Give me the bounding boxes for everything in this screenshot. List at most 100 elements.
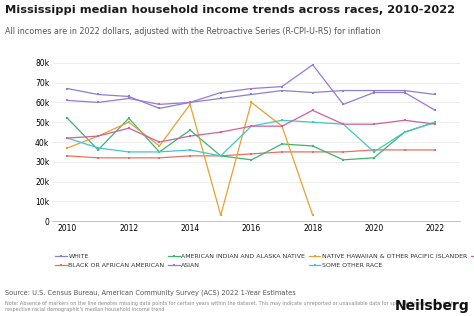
AMERICAN INDIAN AND ALASKA NATIVE [279, 142, 285, 146]
BLACK OR AFRICAN AMERICAN [279, 150, 285, 154]
MULTIRACIAL [126, 126, 132, 130]
Legend: WHITE, BLACK OR AFRICAN AMERICAN, AMERICAN INDIAN AND ALASKA NATIVE, ASIAN, NATI: WHITE, BLACK OR AFRICAN AMERICAN, AMERIC… [55, 254, 474, 268]
SOME OTHER RACE [156, 150, 162, 154]
MULTIRACIAL [156, 140, 162, 144]
BLACK OR AFRICAN AMERICAN [248, 152, 254, 156]
ASIAN [402, 91, 408, 94]
MULTIRACIAL [340, 122, 346, 126]
NATIVE HAWAIIAN & OTHER PACIFIC ISLANDER [126, 120, 132, 124]
Text: Source: U.S. Census Bureau, American Community Survey (ACS) 2022 1-Year Estimate: Source: U.S. Census Bureau, American Com… [5, 289, 295, 296]
BLACK OR AFRICAN AMERICAN [95, 156, 101, 160]
ASIAN [340, 102, 346, 106]
WHITE [371, 89, 377, 93]
Line: AMERICAN INDIAN AND ALASKA NATIVE: AMERICAN INDIAN AND ALASKA NATIVE [66, 117, 437, 161]
Line: SOME OTHER RACE: SOME OTHER RACE [66, 119, 437, 157]
BLACK OR AFRICAN AMERICAN [340, 150, 346, 154]
Line: BLACK OR AFRICAN AMERICAN: BLACK OR AFRICAN AMERICAN [66, 149, 437, 159]
MULTIRACIAL [371, 122, 377, 126]
BLACK OR AFRICAN AMERICAN [402, 148, 408, 152]
MULTIRACIAL [64, 136, 70, 140]
Text: Mississippi median household income trends across races, 2010-2022: Mississippi median household income tren… [5, 5, 455, 15]
Line: MULTIRACIAL: MULTIRACIAL [66, 109, 437, 143]
AMERICAN INDIAN AND ALASKA NATIVE [126, 116, 132, 120]
MULTIRACIAL [187, 134, 193, 138]
WHITE [64, 87, 70, 90]
SOME OTHER RACE [402, 130, 408, 134]
SOME OTHER RACE [64, 136, 70, 140]
WHITE [126, 94, 132, 98]
ASIAN [95, 100, 101, 104]
SOME OTHER RACE [248, 124, 254, 128]
AMERICAN INDIAN AND ALASKA NATIVE [432, 120, 438, 124]
WHITE [248, 93, 254, 96]
MULTIRACIAL [402, 118, 408, 122]
WHITE [218, 97, 224, 100]
AMERICAN INDIAN AND ALASKA NATIVE [402, 130, 408, 134]
ASIAN [218, 91, 224, 94]
ASIAN [310, 63, 316, 67]
BLACK OR AFRICAN AMERICAN [371, 148, 377, 152]
MULTIRACIAL [248, 124, 254, 128]
BLACK OR AFRICAN AMERICAN [64, 154, 70, 158]
NATIVE HAWAIIAN & OTHER PACIFIC ISLANDER [187, 102, 193, 106]
ASIAN [64, 99, 70, 102]
AMERICAN INDIAN AND ALASKA NATIVE [310, 144, 316, 148]
Text: All incomes are in 2022 dollars, adjusted with the Retroactive Series (R-CPI-U-R: All incomes are in 2022 dollars, adjuste… [5, 27, 380, 36]
MULTIRACIAL [279, 124, 285, 128]
NATIVE HAWAIIAN & OTHER PACIFIC ISLANDER [218, 213, 224, 217]
Line: ASIAN: ASIAN [66, 64, 437, 112]
SOME OTHER RACE [432, 120, 438, 124]
SOME OTHER RACE [310, 120, 316, 124]
NATIVE HAWAIIAN & OTHER PACIFIC ISLANDER [156, 144, 162, 148]
SOME OTHER RACE [187, 148, 193, 152]
SOME OTHER RACE [126, 150, 132, 154]
BLACK OR AFRICAN AMERICAN [218, 154, 224, 158]
MULTIRACIAL [95, 134, 101, 138]
Text: Neilsberg: Neilsberg [394, 299, 469, 313]
BLACK OR AFRICAN AMERICAN [187, 154, 193, 158]
WHITE [187, 100, 193, 104]
MULTIRACIAL [218, 130, 224, 134]
BLACK OR AFRICAN AMERICAN [156, 156, 162, 160]
AMERICAN INDIAN AND ALASKA NATIVE [371, 156, 377, 160]
WHITE [310, 91, 316, 94]
ASIAN [371, 91, 377, 94]
SOME OTHER RACE [340, 122, 346, 126]
WHITE [402, 89, 408, 93]
ASIAN [187, 100, 193, 104]
MULTIRACIAL [310, 108, 316, 112]
AMERICAN INDIAN AND ALASKA NATIVE [95, 148, 101, 152]
Line: WHITE: WHITE [66, 87, 437, 110]
ASIAN [279, 85, 285, 88]
WHITE [95, 93, 101, 96]
AMERICAN INDIAN AND ALASKA NATIVE [156, 150, 162, 154]
Text: Note: Absence of markers on the line denotes missing data points for certain yea: Note: Absence of markers on the line den… [5, 301, 456, 312]
WHITE [340, 89, 346, 93]
Line: NATIVE HAWAIIAN & OTHER PACIFIC ISLANDER: NATIVE HAWAIIAN & OTHER PACIFIC ISLANDER [66, 101, 314, 217]
ASIAN [248, 87, 254, 90]
SOME OTHER RACE [371, 150, 377, 154]
BLACK OR AFRICAN AMERICAN [310, 150, 316, 154]
NATIVE HAWAIIAN & OTHER PACIFIC ISLANDER [310, 213, 316, 217]
AMERICAN INDIAN AND ALASKA NATIVE [248, 158, 254, 162]
NATIVE HAWAIIAN & OTHER PACIFIC ISLANDER [248, 100, 254, 104]
AMERICAN INDIAN AND ALASKA NATIVE [218, 154, 224, 158]
BLACK OR AFRICAN AMERICAN [126, 156, 132, 160]
AMERICAN INDIAN AND ALASKA NATIVE [340, 158, 346, 162]
SOME OTHER RACE [279, 118, 285, 122]
WHITE [432, 93, 438, 96]
ASIAN [432, 108, 438, 112]
SOME OTHER RACE [218, 154, 224, 158]
ASIAN [126, 97, 132, 100]
WHITE [156, 106, 162, 110]
NATIVE HAWAIIAN & OTHER PACIFIC ISLANDER [64, 146, 70, 150]
AMERICAN INDIAN AND ALASKA NATIVE [64, 116, 70, 120]
NATIVE HAWAIIAN & OTHER PACIFIC ISLANDER [279, 124, 285, 128]
ASIAN [156, 102, 162, 106]
SOME OTHER RACE [95, 146, 101, 150]
MULTIRACIAL [432, 122, 438, 126]
WHITE [279, 89, 285, 93]
BLACK OR AFRICAN AMERICAN [432, 148, 438, 152]
NATIVE HAWAIIAN & OTHER PACIFIC ISLANDER [95, 134, 101, 138]
AMERICAN INDIAN AND ALASKA NATIVE [187, 128, 193, 132]
